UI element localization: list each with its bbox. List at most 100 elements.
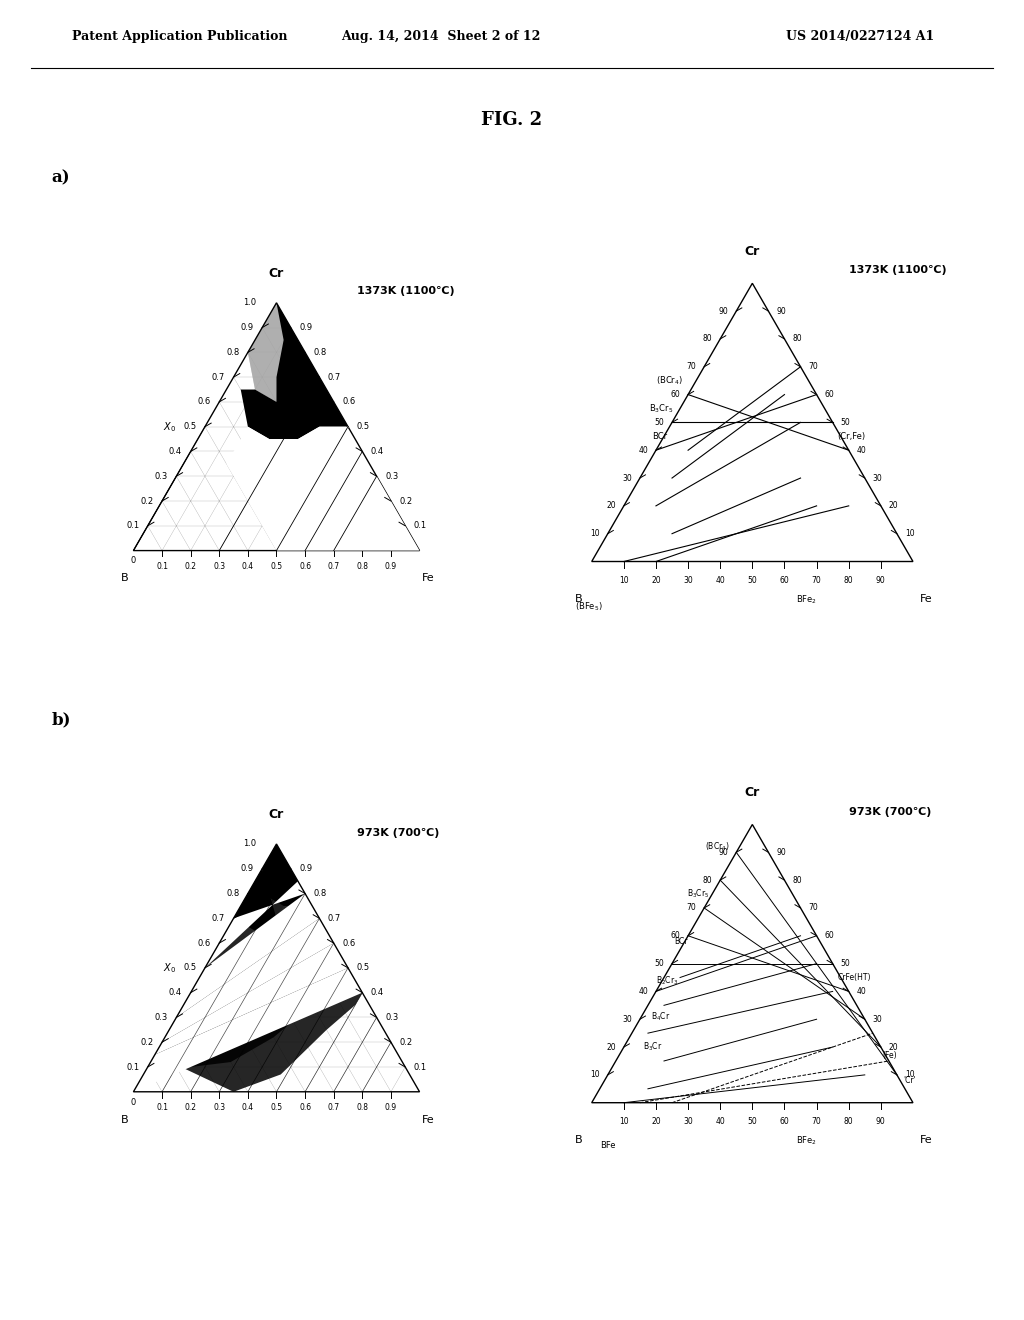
Text: a): a): [51, 170, 70, 186]
Text: 0.8: 0.8: [356, 562, 369, 572]
Text: 0.3: 0.3: [385, 471, 398, 480]
Text: 0: 0: [131, 1097, 136, 1106]
Text: 1.0: 1.0: [244, 840, 256, 849]
Text: 10: 10: [905, 1071, 914, 1080]
Text: 0.7: 0.7: [328, 1104, 340, 1113]
Text: 70: 70: [812, 1117, 821, 1126]
Text: 0.9: 0.9: [299, 323, 312, 333]
Text: 40: 40: [857, 987, 866, 995]
Text: Patent Application Publication: Patent Application Publication: [72, 30, 287, 44]
Text: 20: 20: [651, 1117, 660, 1126]
Text: 40: 40: [638, 446, 648, 454]
Text: 50: 50: [748, 576, 757, 585]
Text: 0.2: 0.2: [140, 496, 154, 506]
Text: 0.3: 0.3: [213, 562, 225, 572]
Text: BFe: BFe: [600, 1142, 615, 1150]
Polygon shape: [276, 477, 420, 550]
Text: 70: 70: [812, 576, 821, 585]
Text: 0.6: 0.6: [299, 1104, 311, 1113]
Text: 1.0: 1.0: [244, 298, 256, 308]
Text: X$_0$: X$_0$: [163, 420, 176, 433]
Text: 0.3: 0.3: [155, 471, 168, 480]
Text: 60: 60: [671, 932, 680, 940]
Polygon shape: [133, 477, 420, 550]
Polygon shape: [248, 302, 319, 401]
Text: 0.1: 0.1: [126, 1063, 139, 1072]
Polygon shape: [233, 869, 276, 931]
Text: 0.7: 0.7: [328, 372, 341, 381]
Text: Fe: Fe: [920, 594, 932, 603]
Text: 30: 30: [872, 1015, 883, 1024]
Text: 90: 90: [876, 576, 886, 585]
Text: B: B: [121, 1114, 129, 1125]
Text: 10: 10: [620, 576, 629, 585]
Text: 30: 30: [623, 1015, 632, 1024]
Text: 40: 40: [857, 446, 866, 454]
Polygon shape: [155, 942, 348, 1067]
Text: US 2014/0227124 A1: US 2014/0227124 A1: [786, 30, 934, 44]
Text: Cr: Cr: [744, 785, 760, 799]
Text: 40: 40: [716, 576, 725, 585]
Text: 0.8: 0.8: [313, 348, 327, 356]
Text: 0.9: 0.9: [385, 1104, 397, 1113]
Text: 0.6: 0.6: [198, 939, 211, 948]
Text: 0.4: 0.4: [371, 447, 384, 455]
Text: 10: 10: [620, 1117, 629, 1126]
Text: 0.5: 0.5: [183, 422, 197, 432]
Text: 0.7: 0.7: [328, 913, 341, 923]
Text: 0.8: 0.8: [226, 890, 240, 898]
Text: 90: 90: [719, 306, 728, 315]
Text: B: B: [575, 594, 583, 603]
Text: (BFe$_5$): (BFe$_5$): [574, 601, 602, 612]
Text: 20: 20: [889, 502, 898, 511]
Text: FIG. 2: FIG. 2: [481, 111, 543, 129]
Text: B: B: [121, 573, 129, 583]
Text: 50: 50: [841, 960, 851, 968]
Text: 0.4: 0.4: [242, 1104, 254, 1113]
Text: 0.1: 0.1: [126, 521, 139, 531]
Text: 60: 60: [671, 391, 680, 399]
Text: B$_2$Cr$_3$: B$_2$Cr$_3$: [656, 974, 679, 986]
Text: 80: 80: [702, 334, 712, 343]
Text: 30: 30: [683, 576, 693, 585]
Text: 0.5: 0.5: [270, 562, 283, 572]
Text: Fe: Fe: [422, 573, 434, 583]
Text: 50: 50: [654, 418, 664, 426]
Text: 0.7: 0.7: [328, 562, 340, 572]
Text: Aug. 14, 2014  Sheet 2 of 12: Aug. 14, 2014 Sheet 2 of 12: [341, 30, 540, 44]
Text: 0.7: 0.7: [212, 372, 225, 381]
Text: 0.5: 0.5: [183, 964, 197, 973]
Text: b): b): [51, 711, 71, 727]
Text: 10: 10: [590, 529, 600, 539]
Text: B$_4$Cr: B$_4$Cr: [651, 1010, 671, 1023]
Polygon shape: [162, 919, 334, 1043]
Polygon shape: [162, 919, 334, 1043]
Text: 90: 90: [776, 847, 786, 857]
Polygon shape: [205, 882, 305, 981]
Polygon shape: [133, 968, 362, 1092]
Text: 0.4: 0.4: [169, 447, 182, 455]
Text: (BCr$_4$): (BCr$_4$): [706, 841, 730, 853]
Text: 0.8: 0.8: [356, 1104, 369, 1113]
Text: 0.4: 0.4: [242, 562, 254, 572]
Text: 80: 80: [844, 1117, 854, 1126]
Text: (BCr$_4$): (BCr$_4$): [656, 375, 683, 387]
Text: 0.9: 0.9: [385, 562, 397, 572]
Text: 60: 60: [824, 932, 835, 940]
Text: 80: 80: [844, 576, 854, 585]
Text: 0.7: 0.7: [212, 913, 225, 923]
Polygon shape: [248, 302, 291, 401]
Text: 70: 70: [809, 903, 818, 912]
Text: 40: 40: [716, 1117, 725, 1126]
Text: 70: 70: [809, 362, 818, 371]
Text: 0.3: 0.3: [213, 1104, 225, 1113]
Text: 50: 50: [654, 960, 664, 968]
Text: BFe$_2$: BFe$_2$: [797, 594, 817, 606]
Text: 0.5: 0.5: [356, 422, 370, 432]
Text: 40: 40: [638, 987, 648, 995]
Text: BFe$_2$: BFe$_2$: [797, 1135, 817, 1147]
Text: 20: 20: [651, 576, 660, 585]
Polygon shape: [176, 894, 319, 1018]
Text: 80: 80: [793, 334, 802, 343]
Text: 0.3: 0.3: [155, 1012, 168, 1022]
